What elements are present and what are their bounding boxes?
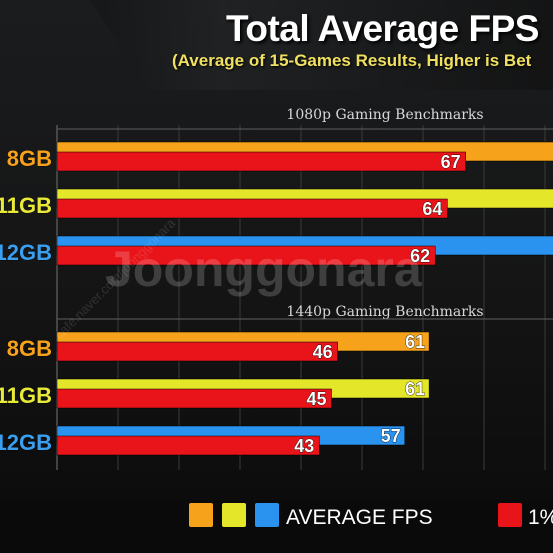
legend-label-average-fps: AVERAGE FPS	[286, 506, 433, 529]
category-label: 12GB	[0, 430, 52, 455]
bar-1-percent	[56, 198, 448, 219]
page-subtitle: (Average of 15-Games Results, Higher is …	[172, 51, 532, 70]
legend-swatch-1-percent	[498, 503, 522, 527]
value-label-1-percent: 67	[441, 152, 461, 172]
value-label-1-percent: 43	[294, 436, 314, 456]
category-label: 8GB	[7, 146, 52, 171]
category-label: 11GB	[0, 383, 52, 408]
value-label-1-percent: 46	[313, 342, 333, 362]
legend-swatch-average-fps	[255, 503, 279, 527]
category-label: 12GB	[0, 240, 52, 265]
bar-1-percent	[56, 151, 466, 172]
category-label: 8GB	[7, 336, 52, 361]
legend-swatch-average-fps	[189, 503, 213, 527]
value-label-1-percent: 45	[306, 389, 326, 409]
value-label-1-percent: 64	[422, 199, 442, 219]
bar-1-percent	[56, 435, 320, 456]
group-title: 1080p Gaming Benchmarks	[286, 107, 483, 123]
bar-1-percent	[56, 388, 332, 409]
group-title: 1440p Gaming Benchmarks	[286, 304, 483, 320]
bar-1-percent	[56, 245, 436, 266]
value-label-average-fps: 61	[405, 332, 425, 352]
bar-1-percent	[56, 341, 338, 362]
value-label-average-fps: 61	[405, 379, 425, 399]
value-label-1-percent: 62	[410, 246, 430, 266]
page-title: Total Average FPS	[226, 8, 539, 49]
value-label-average-fps: 57	[381, 426, 401, 446]
legend-label-1-percent: 1%	[528, 506, 553, 529]
category-label: 11GB	[0, 193, 52, 218]
legend-swatch-average-fps	[222, 503, 246, 527]
watermark-text: Joonggonara	[105, 241, 423, 297]
